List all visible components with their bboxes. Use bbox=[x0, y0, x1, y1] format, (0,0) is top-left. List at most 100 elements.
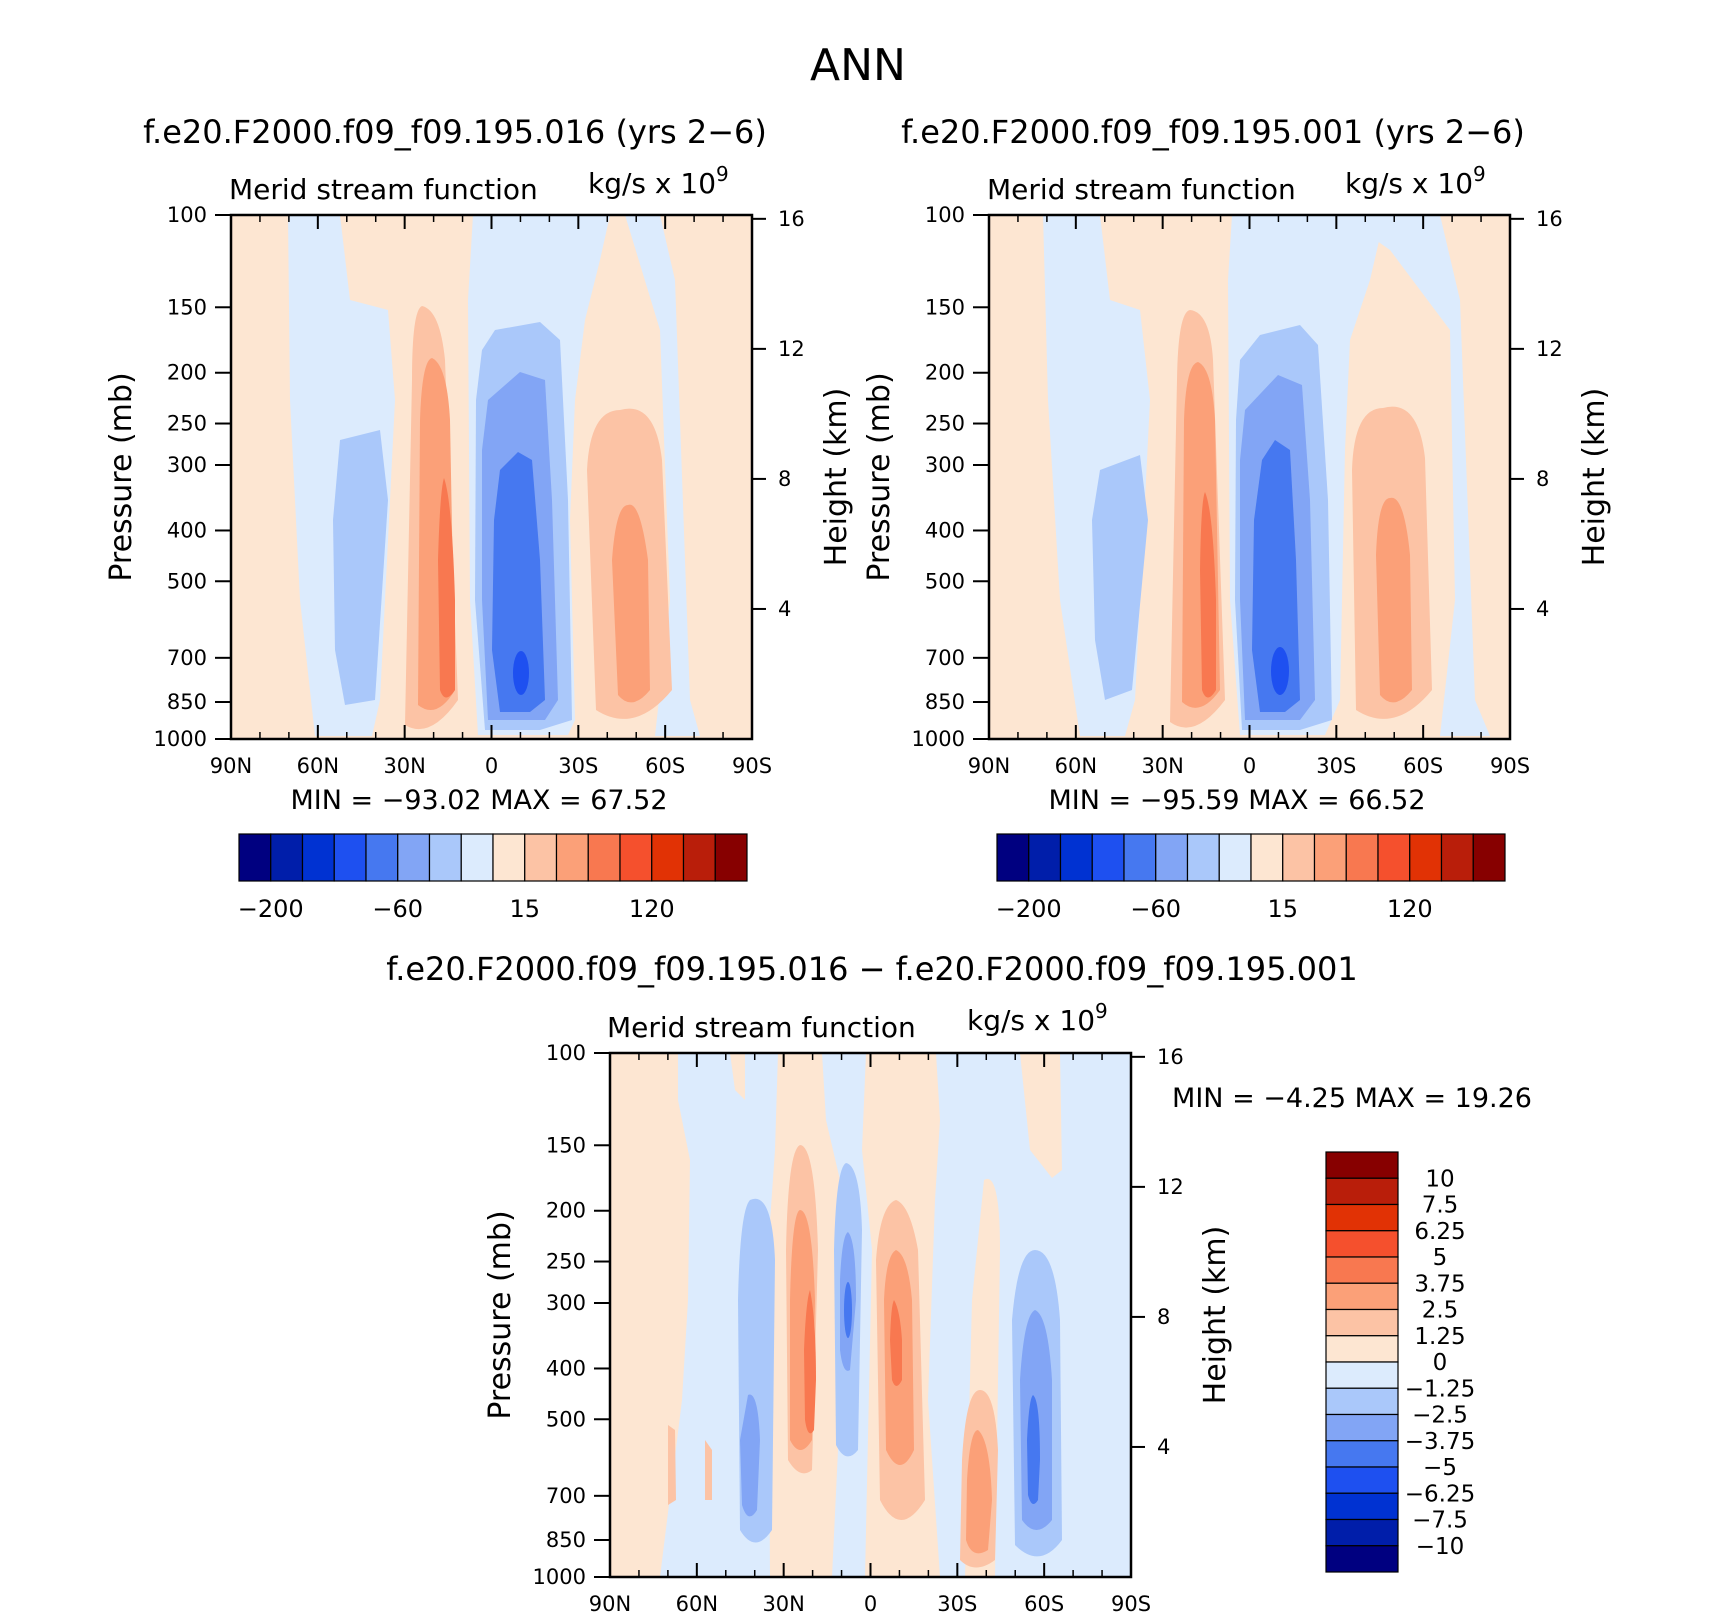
panel-diff-field bbox=[610, 1053, 1062, 1577]
panel-right-variable: Merid stream function bbox=[987, 173, 1296, 206]
panel-right-min-max: MIN = −95.59 MAX = 66.52 bbox=[1048, 785, 1425, 816]
colorbar-diff-label: −5 bbox=[1423, 1455, 1457, 1481]
panel-right-cell bbox=[1200, 492, 1216, 698]
panel-right-pressure-tick-label: 200 bbox=[925, 361, 965, 385]
colorbar-diff: 107.56.2553.752.51.250−1.25−2.5−3.75−5−6… bbox=[1325, 1151, 1475, 1573]
cbar-right-swatch bbox=[1282, 833, 1316, 882]
cbar-left-swatch bbox=[619, 833, 653, 882]
panel-left-lat-tick-label: 0 bbox=[485, 754, 498, 778]
panel-left-height-tick-label: 8 bbox=[778, 467, 791, 491]
cbar-left-label: 15 bbox=[509, 895, 540, 923]
panel-right-pressure-tick-label: 700 bbox=[925, 646, 965, 670]
cbar-right-swatch bbox=[1313, 833, 1347, 882]
cbar-right-swatch bbox=[1345, 833, 1379, 882]
cbar-right-swatch bbox=[1472, 833, 1506, 882]
cbar-left-swatch bbox=[270, 833, 304, 882]
panel-diff-height-axis-label: Height (km) bbox=[1198, 1226, 1233, 1405]
panel-right-pressure-tick-label: 150 bbox=[925, 295, 965, 319]
panel-diff-lat-tick-label: 30S bbox=[937, 1592, 977, 1616]
panel-left-pressure-tick-label: 250 bbox=[167, 412, 207, 436]
cbar-right-label: −60 bbox=[1130, 895, 1181, 923]
colorbar-diff-label: 7.5 bbox=[1422, 1193, 1459, 1219]
panel-diff-cell bbox=[705, 1440, 712, 1500]
panel-right-pressure-tick-label: 500 bbox=[925, 569, 965, 593]
panel-left-axes: 100 150 200 250 300 400 500 700 850 1000 16 12 8 4 90N… bbox=[104, 203, 854, 778]
panel-diff-lat-tick-label: 30N bbox=[762, 1592, 804, 1616]
colorbar-diff-swatch bbox=[1325, 1413, 1399, 1442]
panel-right-cell bbox=[1252, 440, 1300, 712]
panel-left-height-tick-label: 12 bbox=[778, 337, 805, 361]
panel-right-lat-tick-label: 90S bbox=[1490, 754, 1530, 778]
figure-title: ANN bbox=[810, 40, 906, 91]
panel-right-axes: 100 150 200 250 300 400 500 700 850 1000 16 12 8 4 90N… bbox=[862, 203, 1612, 778]
colorbar-diff-swatch bbox=[1325, 1282, 1399, 1311]
panel-left-pressure-tick-label: 100 bbox=[167, 203, 207, 227]
panel-right-height-tick-label: 12 bbox=[1536, 337, 1563, 361]
colorbar-diff-label: −3.75 bbox=[1405, 1429, 1475, 1455]
panel-diff-cell bbox=[668, 1425, 676, 1505]
panel-diff-height-tick-label: 4 bbox=[1157, 1435, 1170, 1459]
panel-right-height-tick-label: 8 bbox=[1536, 467, 1549, 491]
panel-right-cell bbox=[1376, 497, 1412, 703]
colorbar-diff-swatch bbox=[1325, 1308, 1399, 1337]
cbar-left-swatch bbox=[524, 833, 558, 882]
panel-diff-lat-tick-label: 90S bbox=[1111, 1592, 1151, 1616]
panel-diff-height-tick-label: 16 bbox=[1157, 1045, 1184, 1069]
cbar-left-swatch bbox=[492, 833, 526, 882]
colorbar-diff-label: 5 bbox=[1433, 1245, 1448, 1271]
panel-diff: f.e20.F2000.f09_f09.195.016 − f.e20.F200… bbox=[386, 950, 1532, 1579]
colorbar-diff-swatch bbox=[1325, 1440, 1399, 1468]
panel-right-cell bbox=[1271, 647, 1289, 695]
panel-diff-cell bbox=[804, 1290, 816, 1434]
panel-diff-lat-tick-label: 60S bbox=[1024, 1592, 1064, 1616]
panel-diff-cell bbox=[730, 1053, 745, 1100]
cbar-left-swatch bbox=[651, 833, 685, 882]
panel-left-pressure-tick-label: 500 bbox=[167, 569, 207, 593]
panel-diff-pressure-tick-label: 150 bbox=[546, 1133, 586, 1157]
cbar-left-swatch bbox=[460, 833, 494, 882]
cbar-right-swatch bbox=[1186, 833, 1220, 882]
panel-right-pressure-axis-label: Pressure (mb) bbox=[862, 372, 897, 581]
panel-left-cell bbox=[612, 504, 650, 703]
panel-right-lat-tick-label: 60N bbox=[1055, 754, 1097, 778]
panel-diff-cell bbox=[1027, 1395, 1040, 1504]
panel-left-lat-tick-label: 60S bbox=[645, 754, 685, 778]
panel-right-pressure-tick-label: 300 bbox=[925, 453, 965, 477]
cbar-right-label: −200 bbox=[996, 895, 1062, 923]
panel-left-field bbox=[288, 215, 700, 736]
panel-diff-units: kg/s x 109 bbox=[967, 999, 1108, 1037]
cbar-left-swatch bbox=[365, 833, 399, 882]
panel-right-height-tick-label: 4 bbox=[1536, 597, 1549, 621]
panel-diff-pressure-tick-label: 300 bbox=[546, 1291, 586, 1315]
panel-left-pressure-axis-label: Pressure (mb) bbox=[104, 372, 139, 581]
colorbar-diff-swatch bbox=[1325, 1492, 1399, 1521]
colorbar-diff-swatch bbox=[1325, 1361, 1399, 1389]
colorbar-diff-swatch bbox=[1325, 1335, 1399, 1363]
colorbar-diff-label: −10 bbox=[1416, 1534, 1465, 1560]
panel-left-pressure-tick-label: 1000 bbox=[154, 727, 207, 751]
colorbar-diff-label: 3.75 bbox=[1414, 1271, 1465, 1297]
panel-left-pressure-tick-label: 700 bbox=[167, 646, 207, 670]
colorbar-diff-swatch bbox=[1325, 1466, 1399, 1494]
cbar-left-swatch bbox=[587, 833, 621, 882]
panel-diff-pressure-tick-label: 700 bbox=[546, 1484, 586, 1508]
panel-right-lat-tick-label: 90N bbox=[968, 754, 1010, 778]
colorbar-diff-label: 0 bbox=[1433, 1350, 1448, 1376]
cbar-left-swatch bbox=[555, 833, 589, 882]
panel-left-title: f.e20.F2000.f09_f09.195.016 (yrs 2−6) bbox=[143, 113, 767, 151]
panel-right-lat-tick-label: 30N bbox=[1141, 754, 1183, 778]
panel-right-pressure-tick-label: 850 bbox=[925, 690, 965, 714]
panel-diff-pressure-axis-label: Pressure (mb) bbox=[483, 1210, 518, 1419]
cbar-left-swatch bbox=[397, 833, 431, 882]
panel-right-lat-tick-label: 30S bbox=[1316, 754, 1356, 778]
cbar-right-swatch bbox=[1440, 833, 1474, 882]
panel-diff-pressure-tick-label: 500 bbox=[546, 1407, 586, 1431]
cbar-right-swatch bbox=[1091, 833, 1125, 882]
cbar-left-swatch bbox=[238, 833, 272, 882]
panel-left-pressure-tick-label: 850 bbox=[167, 690, 207, 714]
panel-diff-lat-tick-label: 0 bbox=[864, 1592, 877, 1616]
panel-right: f.e20.F2000.f09_f09.195.001 (yrs 2−6) Me… bbox=[901, 113, 1525, 741]
panel-diff-min-max: MIN = −4.25 MAX = 19.26 bbox=[1172, 1083, 1532, 1114]
panel-left-lat-tick-label: 60N bbox=[297, 754, 339, 778]
